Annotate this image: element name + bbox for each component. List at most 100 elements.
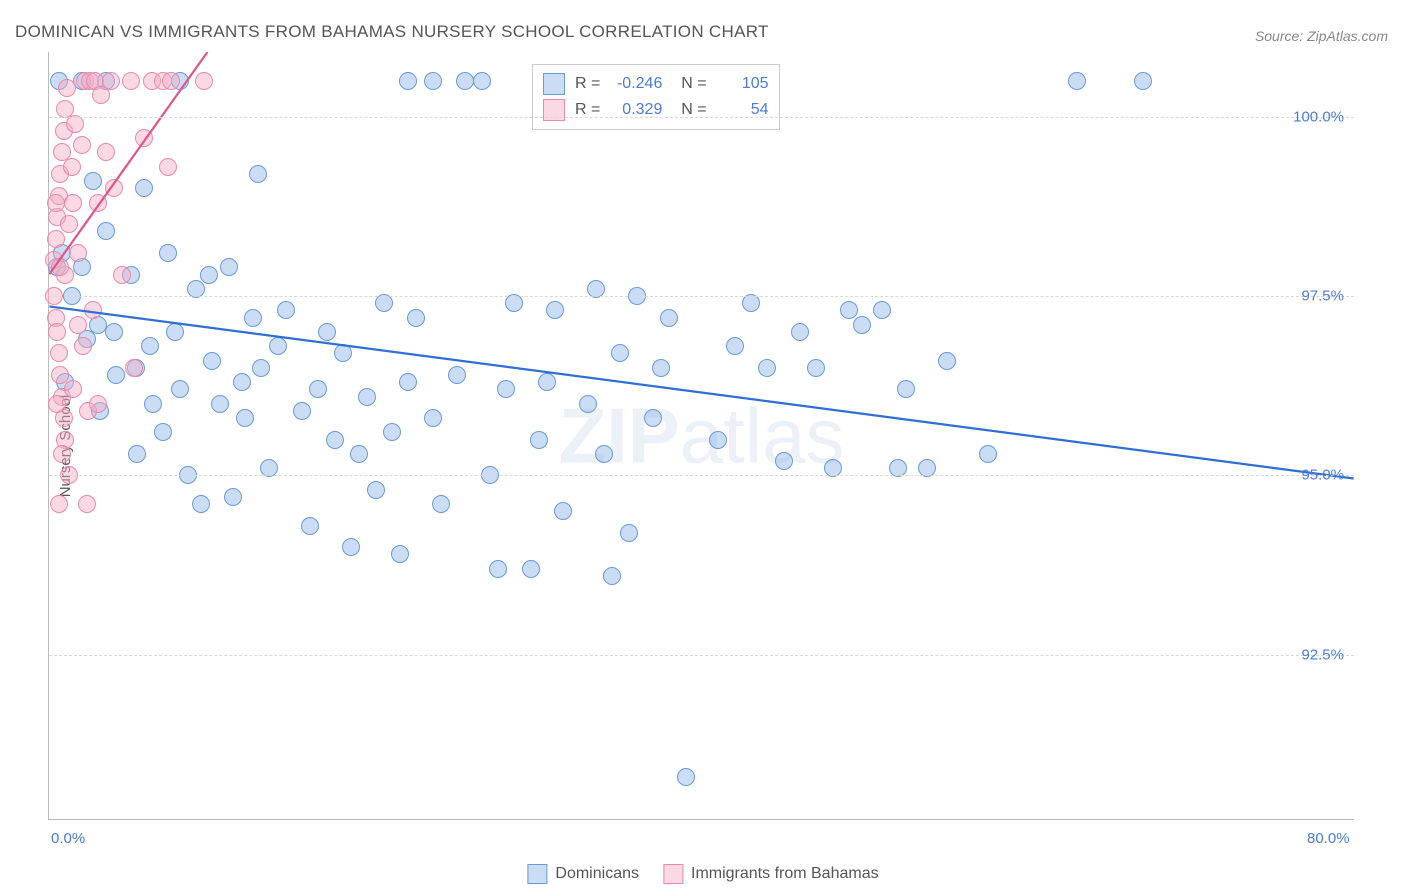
legend-swatch bbox=[543, 99, 565, 121]
data-point bbox=[236, 409, 254, 427]
legend-label: Dominicans bbox=[555, 865, 639, 883]
data-point bbox=[84, 301, 102, 319]
data-point bbox=[113, 266, 131, 284]
data-point bbox=[162, 72, 180, 90]
data-point bbox=[775, 452, 793, 470]
data-point bbox=[89, 395, 107, 413]
grid-line bbox=[49, 117, 1354, 118]
data-point bbox=[64, 380, 82, 398]
stat-label: R = bbox=[575, 75, 600, 93]
data-point bbox=[522, 560, 540, 578]
data-point bbox=[358, 388, 376, 406]
data-point bbox=[853, 316, 871, 334]
data-point bbox=[74, 337, 92, 355]
data-point bbox=[224, 488, 242, 506]
data-point bbox=[211, 395, 229, 413]
data-point bbox=[84, 172, 102, 190]
y-tick-label: 95.0% bbox=[1301, 467, 1344, 484]
data-point bbox=[709, 431, 727, 449]
data-point bbox=[448, 366, 466, 384]
data-point bbox=[334, 344, 352, 362]
data-point bbox=[897, 380, 915, 398]
data-point bbox=[171, 380, 189, 398]
grid-line bbox=[49, 296, 1354, 297]
data-point bbox=[50, 344, 68, 362]
data-point bbox=[105, 323, 123, 341]
y-tick-label: 100.0% bbox=[1293, 108, 1344, 125]
data-point bbox=[399, 72, 417, 90]
y-tick-label: 97.5% bbox=[1301, 288, 1344, 305]
data-point bbox=[159, 244, 177, 262]
legend-swatch bbox=[527, 864, 547, 884]
stats-row: R =0.329 N =54 bbox=[543, 97, 769, 123]
legend-swatch bbox=[663, 864, 683, 884]
data-point bbox=[220, 258, 238, 276]
data-point bbox=[195, 72, 213, 90]
data-point bbox=[58, 79, 76, 97]
data-point bbox=[141, 337, 159, 355]
data-point bbox=[554, 502, 572, 520]
svg-layer bbox=[49, 52, 1354, 819]
data-point bbox=[391, 545, 409, 563]
data-point bbox=[873, 301, 891, 319]
data-point bbox=[53, 445, 71, 463]
correlation-stats-legend: R =-0.246 N =105R =0.329 N =54 bbox=[532, 64, 780, 130]
data-point bbox=[125, 359, 143, 377]
watermark: ZIPatlas bbox=[558, 390, 844, 481]
data-point bbox=[579, 395, 597, 413]
data-point bbox=[269, 337, 287, 355]
data-point bbox=[51, 258, 69, 276]
legend-swatch bbox=[543, 73, 565, 95]
data-point bbox=[301, 517, 319, 535]
data-point bbox=[135, 129, 153, 147]
legend-label: Immigrants from Bahamas bbox=[691, 865, 879, 883]
data-point bbox=[489, 560, 507, 578]
data-point bbox=[595, 445, 613, 463]
data-point bbox=[60, 215, 78, 233]
data-point bbox=[192, 495, 210, 513]
data-point bbox=[128, 445, 146, 463]
chart-title: DOMINICAN VS IMMIGRANTS FROM BAHAMAS NUR… bbox=[15, 22, 769, 42]
data-point bbox=[135, 179, 153, 197]
data-point bbox=[233, 373, 251, 391]
data-point bbox=[293, 402, 311, 420]
plot-area: ZIPatlas R =-0.246 N =105R =0.329 N =54 … bbox=[48, 52, 1354, 820]
data-point bbox=[938, 352, 956, 370]
data-point bbox=[48, 323, 66, 341]
stats-row: R =-0.246 N =105 bbox=[543, 71, 769, 97]
data-point bbox=[166, 323, 184, 341]
data-point bbox=[277, 301, 295, 319]
data-point bbox=[538, 373, 556, 391]
data-point bbox=[159, 158, 177, 176]
data-point bbox=[342, 538, 360, 556]
x-tick-label: 0.0% bbox=[51, 830, 85, 847]
y-tick-label: 92.5% bbox=[1301, 646, 1344, 663]
data-point bbox=[456, 72, 474, 90]
data-point bbox=[432, 495, 450, 513]
data-point bbox=[252, 359, 270, 377]
data-point bbox=[758, 359, 776, 377]
data-point bbox=[48, 395, 66, 413]
data-point bbox=[69, 316, 87, 334]
data-point bbox=[102, 72, 120, 90]
data-point bbox=[200, 266, 218, 284]
data-point bbox=[51, 366, 69, 384]
data-point bbox=[50, 495, 68, 513]
data-point bbox=[1068, 72, 1086, 90]
legend-item: Dominicans bbox=[527, 864, 639, 884]
data-point bbox=[326, 431, 344, 449]
data-point bbox=[97, 143, 115, 161]
chart-container: DOMINICAN VS IMMIGRANTS FROM BAHAMAS NUR… bbox=[0, 0, 1406, 892]
data-point bbox=[1134, 72, 1152, 90]
data-point bbox=[399, 373, 417, 391]
data-point bbox=[122, 72, 140, 90]
data-point bbox=[350, 445, 368, 463]
data-point bbox=[644, 409, 662, 427]
data-point bbox=[677, 768, 695, 786]
data-point bbox=[318, 323, 336, 341]
data-point bbox=[497, 380, 515, 398]
x-tick-label: 80.0% bbox=[1307, 830, 1350, 847]
legend-item: Immigrants from Bahamas bbox=[663, 864, 879, 884]
data-point bbox=[47, 230, 65, 248]
grid-line bbox=[49, 475, 1354, 476]
